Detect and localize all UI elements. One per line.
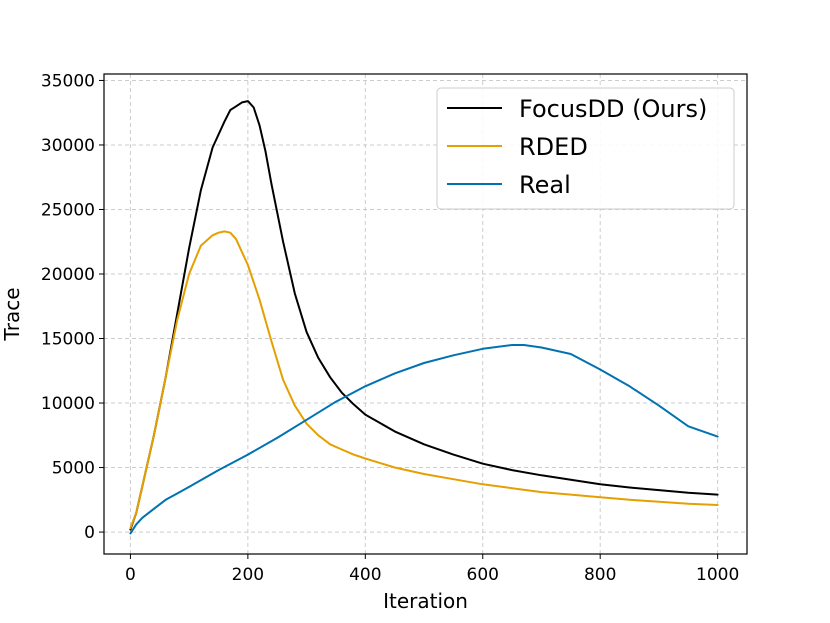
y-tick-label: 5000 (52, 459, 95, 479)
y-tick-label: 15000 (41, 330, 95, 350)
y-tick-label: 25000 (41, 200, 95, 220)
x-axis-label: Iteration (383, 589, 468, 613)
x-tick-label: 0 (125, 565, 136, 585)
x-tick-label: 200 (232, 565, 264, 585)
axis-ticks: 0 200 400 600 800 100005000100001500020000250… (41, 71, 739, 585)
legend-label: RDED (519, 133, 588, 161)
series-line-2 (129, 230, 719, 530)
x-tick-label: 400 (349, 565, 381, 585)
plot-frame (103, 73, 748, 555)
legend-label: FocusDD (Ours) (519, 95, 707, 123)
y-tick-label: 30000 (41, 136, 95, 156)
x-tick-label: 1000 (696, 565, 739, 585)
y-tick-label: 20000 (41, 265, 95, 285)
series-line-1 (129, 100, 719, 531)
y-tick-label: 35000 (41, 71, 95, 91)
x-tick-label: 800 (584, 565, 616, 585)
x-tick-label: 600 (467, 565, 499, 585)
y-tick-label: 0 (84, 523, 95, 543)
series-line-3 (129, 344, 719, 535)
legend: FocusDD (Ours) RDED Real (436, 87, 735, 210)
legend-box (436, 87, 735, 210)
series-lines (129, 100, 719, 535)
y-tick-label: 10000 (41, 394, 95, 414)
y-axis-label: Trace (0, 287, 24, 341)
legend-label: Real (519, 171, 571, 199)
